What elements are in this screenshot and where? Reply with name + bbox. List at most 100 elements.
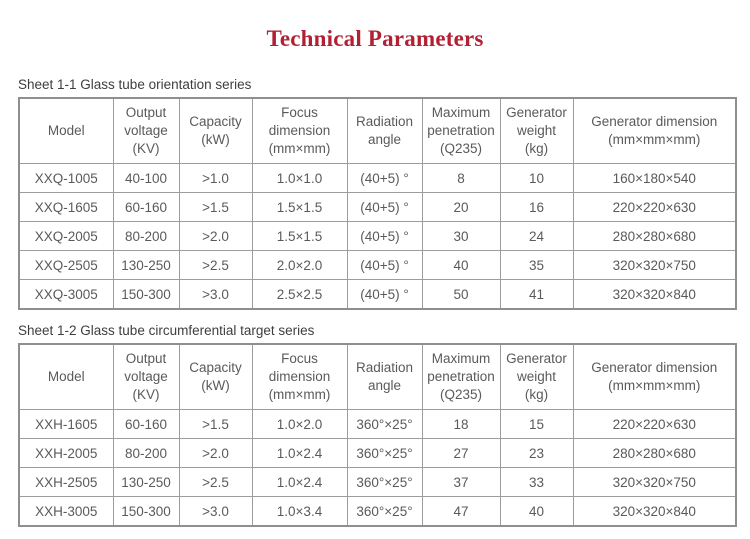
table-cell: 40-100 — [112, 163, 180, 193]
table-cell: 20 — [421, 192, 501, 222]
table-cell: 2.5×2.5 — [251, 279, 348, 310]
table-cell: 320×320×840 — [572, 279, 737, 310]
table-cell: (40+5) ° — [346, 279, 423, 310]
header-cell: Focus dimension (mm×mm) — [251, 97, 348, 164]
header-row: Model Output voltage (KV) Capacity (kW) Foc… — [18, 97, 737, 164]
table-row: XXH-1605 60-160 >1.5 1.0×2.0 360°×25° 18 15 220… — [18, 409, 737, 439]
table-cell: (40+5) ° — [346, 192, 423, 222]
table-row: XXQ-1005 40-100 >1.0 1.0×1.0 (40+5) ° 8 10 160×… — [18, 163, 737, 193]
table-cell: 37 — [421, 467, 501, 497]
sheet-1-1-caption: Sheet 1-1 Glass tube orientation series — [18, 77, 252, 92]
table-cell: XXQ-1605 — [18, 192, 114, 222]
header-cell: Maximum penetration (Q235) — [421, 343, 501, 410]
table-row: XXH-3005 150-300 >3.0 1.0×3.4 360°×25° 47 40 32… — [18, 496, 737, 527]
table-cell: XXH-3005 — [18, 496, 114, 527]
table-cell: 15 — [499, 409, 574, 439]
table-cell: 150-300 — [112, 279, 180, 310]
glass-tube-circumferential-target-series-table: Model Output voltage (KV) Capacity (kW) Foc… — [18, 343, 737, 527]
header-cell: Model — [18, 343, 114, 410]
table-cell: XXH-2005 — [18, 438, 114, 468]
table-cell: 80-200 — [112, 438, 180, 468]
table-cell: 60-160 — [112, 192, 180, 222]
table-cell: 47 — [421, 496, 501, 527]
header-cell: Radiation angle — [346, 97, 423, 164]
table-row: XXQ-2505 130-250 >2.5 2.0×2.0 (40+5) ° 40 35 32… — [18, 250, 737, 280]
table-cell: 60-160 — [112, 409, 180, 439]
header-cell: Model — [18, 97, 114, 164]
header-cell: Maximum penetration (Q235) — [421, 97, 501, 164]
table-cell: (40+5) ° — [346, 250, 423, 280]
table-cell: 130-250 — [112, 250, 180, 280]
table-cell: >2.0 — [178, 438, 253, 468]
header-row: Model Output voltage (KV) Capacity (kW) Foc… — [18, 343, 737, 410]
table-row: XXQ-2005 80-200 >2.0 1.5×1.5 (40+5) ° 30 24 280… — [18, 221, 737, 251]
table-cell: XXH-1605 — [18, 409, 114, 439]
table-cell: >2.5 — [178, 467, 253, 497]
table-cell: 23 — [499, 438, 574, 468]
table-cell: 1.5×1.5 — [251, 192, 348, 222]
table-cell: 33 — [499, 467, 574, 497]
header-cell: Capacity (kW) — [178, 343, 253, 410]
table-cell: >1.0 — [178, 163, 253, 193]
table-cell: 220×220×630 — [572, 409, 737, 439]
table-cell: 80-200 — [112, 221, 180, 251]
table-cell: 1.5×1.5 — [251, 221, 348, 251]
table-cell: 1.0×1.0 — [251, 163, 348, 193]
table-row: XXQ-1605 60-160 >1.5 1.5×1.5 (40+5) ° 20 16 220… — [18, 192, 737, 222]
table-cell: 1.0×3.4 — [251, 496, 348, 527]
table-cell: 18 — [421, 409, 501, 439]
header-cell: Focus dimension (mm×mm) — [251, 343, 348, 410]
table-row: XXH-2505 130-250 >2.5 1.0×2.4 360°×25° 37 33 32… — [18, 467, 737, 497]
table-cell: 160×180×540 — [572, 163, 737, 193]
table-cell: 30 — [421, 221, 501, 251]
table-cell: 41 — [499, 279, 574, 310]
table-cell: 24 — [499, 221, 574, 251]
header-cell: Generator dimension (mm×mm×mm) — [572, 343, 737, 410]
table-cell: 1.0×2.4 — [251, 467, 348, 497]
table-cell: XXQ-3005 — [18, 279, 114, 310]
table-row: XXQ-3005 150-300 >3.0 2.5×2.5 (40+5) ° 50 41 32… — [18, 279, 737, 310]
table-cell: 130-250 — [112, 467, 180, 497]
glass-tube-orientation-series-table: Model Output voltage (KV) Capacity (kW) Foc… — [18, 97, 737, 310]
table-cell: 16 — [499, 192, 574, 222]
header-cell: Generator dimension (mm×mm×mm) — [572, 97, 737, 164]
table-cell: XXQ-2005 — [18, 221, 114, 251]
table-cell: 10 — [499, 163, 574, 193]
table-cell: >3.0 — [178, 496, 253, 527]
table-cell: 320×320×840 — [572, 496, 737, 527]
table-row: XXH-2005 80-200 >2.0 1.0×2.4 360°×25° 27 23 280… — [18, 438, 737, 468]
table-cell: (40+5) ° — [346, 163, 423, 193]
table-cell: 220×220×630 — [572, 192, 737, 222]
table-cell: 360°×25° — [346, 496, 423, 527]
table-cell: >3.0 — [178, 279, 253, 310]
table-cell: XXH-2505 — [18, 467, 114, 497]
table-cell: 150-300 — [112, 496, 180, 527]
table-cell: 8 — [421, 163, 501, 193]
table-cell: 320×320×750 — [572, 467, 737, 497]
table-cell: 360°×25° — [346, 467, 423, 497]
table-cell: 360°×25° — [346, 438, 423, 468]
table-cell: 50 — [421, 279, 501, 310]
table-cell: 1.0×2.4 — [251, 438, 348, 468]
table-cell: >2.5 — [178, 250, 253, 280]
header-cell: Generator weight (kg) — [499, 343, 574, 410]
table-cell: 360°×25° — [346, 409, 423, 439]
table-cell: 40 — [421, 250, 501, 280]
table-cell: 280×280×680 — [572, 221, 737, 251]
header-cell: Output voltage (KV) — [112, 97, 180, 164]
table-cell: 35 — [499, 250, 574, 280]
table-cell: 40 — [499, 496, 574, 527]
table-cell: (40+5) ° — [346, 221, 423, 251]
sheet-1-2-caption: Sheet 1-2 Glass tube circumferential tar… — [18, 323, 315, 338]
header-cell: Generator weight (kg) — [499, 97, 574, 164]
table-cell: 2.0×2.0 — [251, 250, 348, 280]
table-cell: XXQ-2505 — [18, 250, 114, 280]
table-cell: 280×280×680 — [572, 438, 737, 468]
header-cell: Radiation angle — [346, 343, 423, 410]
table-cell: >2.0 — [178, 221, 253, 251]
table-cell: XXQ-1005 — [18, 163, 114, 193]
table-cell: 27 — [421, 438, 501, 468]
table-cell: >1.5 — [178, 409, 253, 439]
header-cell: Capacity (kW) — [178, 97, 253, 164]
table-cell: 320×320×750 — [572, 250, 737, 280]
